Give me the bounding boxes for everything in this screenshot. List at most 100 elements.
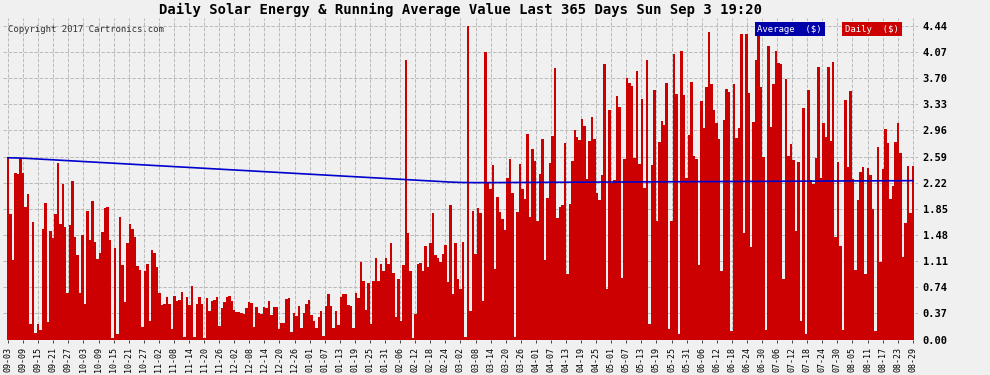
Bar xyxy=(183,338,186,340)
Bar xyxy=(290,332,293,340)
Bar xyxy=(606,289,608,340)
Bar xyxy=(442,254,445,340)
Bar xyxy=(762,157,765,340)
Bar xyxy=(369,324,372,340)
Bar xyxy=(22,173,24,340)
Bar xyxy=(507,178,509,340)
Bar xyxy=(591,117,593,340)
Bar xyxy=(47,322,50,340)
Bar xyxy=(807,90,810,340)
Bar xyxy=(867,168,869,340)
Bar xyxy=(285,300,288,340)
Bar xyxy=(359,262,362,340)
Bar xyxy=(158,293,161,340)
Bar xyxy=(588,141,591,340)
Bar xyxy=(631,86,634,340)
Bar xyxy=(412,338,415,340)
Bar xyxy=(586,179,588,340)
Bar xyxy=(537,221,539,340)
Bar xyxy=(797,162,800,340)
Bar xyxy=(405,60,407,340)
Bar xyxy=(713,110,715,340)
Bar xyxy=(573,130,576,340)
Bar xyxy=(486,182,489,340)
Bar xyxy=(775,51,777,340)
Bar xyxy=(857,200,859,340)
Bar xyxy=(705,87,708,340)
Bar xyxy=(349,306,352,340)
Bar xyxy=(141,327,144,340)
Bar xyxy=(598,200,601,340)
Bar xyxy=(330,306,333,340)
Bar xyxy=(221,308,223,340)
Bar xyxy=(64,227,66,340)
Bar xyxy=(50,231,51,340)
Bar xyxy=(270,315,273,340)
Bar xyxy=(335,311,338,340)
Bar xyxy=(800,321,802,340)
Bar xyxy=(683,95,685,340)
Bar xyxy=(9,214,12,340)
Bar xyxy=(757,32,760,340)
Bar xyxy=(35,333,37,340)
Bar xyxy=(392,273,395,340)
Bar xyxy=(601,175,603,340)
Bar xyxy=(639,164,641,340)
Bar xyxy=(268,301,270,340)
Bar xyxy=(466,26,469,340)
Bar xyxy=(864,274,867,340)
Bar xyxy=(556,217,558,340)
Bar xyxy=(558,207,561,340)
Bar xyxy=(288,298,290,340)
Bar xyxy=(782,279,785,340)
Bar xyxy=(17,174,19,340)
Bar xyxy=(613,180,616,340)
Bar xyxy=(725,89,728,340)
Bar xyxy=(534,161,537,340)
Bar xyxy=(246,308,248,340)
Bar xyxy=(216,297,218,340)
Bar xyxy=(101,232,104,340)
Bar xyxy=(456,279,459,340)
Bar xyxy=(479,213,481,340)
Bar xyxy=(708,32,710,340)
Bar xyxy=(792,160,795,340)
Bar xyxy=(830,141,832,340)
Bar xyxy=(91,201,94,340)
Bar xyxy=(616,96,619,340)
Bar xyxy=(40,330,42,340)
Bar xyxy=(79,293,81,340)
Bar xyxy=(208,310,211,340)
Bar xyxy=(283,323,285,340)
Bar xyxy=(293,314,295,340)
Bar xyxy=(670,221,673,340)
Bar xyxy=(787,156,790,340)
Bar xyxy=(464,337,466,340)
Bar xyxy=(747,93,750,340)
Bar xyxy=(675,94,678,340)
Bar xyxy=(563,142,566,340)
Bar xyxy=(24,207,27,340)
Bar xyxy=(532,148,534,340)
Bar xyxy=(698,265,700,340)
Bar xyxy=(817,67,820,340)
Bar xyxy=(367,283,369,340)
Bar xyxy=(489,189,491,340)
Bar xyxy=(390,243,392,340)
Bar xyxy=(655,220,658,340)
Bar xyxy=(733,84,736,340)
Bar xyxy=(328,294,330,340)
Bar xyxy=(907,166,909,340)
Bar xyxy=(445,245,446,340)
Bar xyxy=(765,330,767,340)
Bar xyxy=(173,297,176,340)
Bar xyxy=(685,178,688,340)
Bar xyxy=(884,129,887,340)
Bar xyxy=(660,120,663,340)
Bar xyxy=(718,139,720,340)
Bar xyxy=(397,279,400,340)
Bar xyxy=(571,160,573,340)
Bar xyxy=(71,181,74,340)
Bar xyxy=(449,205,451,340)
Bar xyxy=(320,312,323,340)
